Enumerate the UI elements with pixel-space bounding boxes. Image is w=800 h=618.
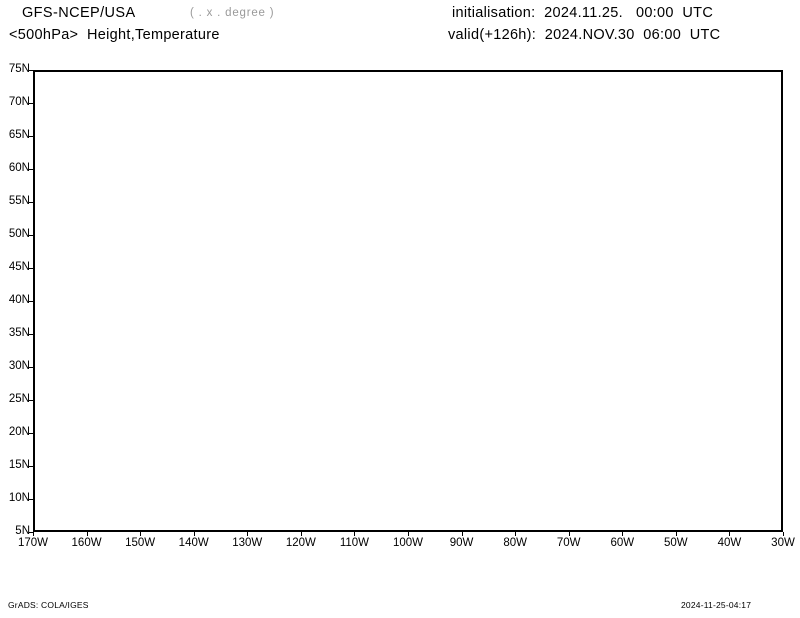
y-axis-tick-label: 25N xyxy=(8,393,30,405)
plot-frame-border xyxy=(33,70,783,532)
y-axis-tick-label: 45N xyxy=(8,261,30,273)
y-axis-tick-label: 20N xyxy=(8,426,30,438)
x-axis-tick-label: 140W xyxy=(178,537,209,549)
x-axis-tick-mark xyxy=(193,532,195,536)
x-axis-tick-mark xyxy=(729,532,731,536)
x-axis-tick-mark xyxy=(568,532,570,536)
x-axis-tick-label: 40W xyxy=(717,537,742,549)
x-axis-tick-label: 150W xyxy=(125,537,156,549)
model-name-label: GFS-NCEP/USA xyxy=(22,5,136,21)
x-axis-tick-mark xyxy=(140,532,142,536)
chart-header: GFS-NCEP/USA ( . x . degree ) <500hPa> H… xyxy=(0,0,800,56)
y-axis-tick-label: 30N xyxy=(8,360,30,372)
y-axis-tick-label: 70N xyxy=(8,96,30,108)
x-axis-tick-mark xyxy=(300,532,302,536)
x-axis-tick-mark xyxy=(515,532,517,536)
x-axis-tick-mark xyxy=(675,532,677,536)
x-axis-tick-mark xyxy=(86,532,88,536)
x-axis-tick-mark xyxy=(461,532,463,536)
y-axis-tick-label: 55N xyxy=(8,195,30,207)
x-axis-tick-label: 70W xyxy=(556,537,581,549)
y-axis-tick-label: 60N xyxy=(8,162,30,174)
y-axis-tick-label: 5N xyxy=(15,525,30,537)
x-axis-tick-label: 100W xyxy=(392,537,424,549)
x-axis-tick-label: 30W xyxy=(771,537,795,549)
generated-timestamp-label: 2024-11-25-04:17 xyxy=(681,600,752,610)
valid-time-label: valid(+126h): 2024.NOV.30 06:00 UTC xyxy=(448,27,721,43)
x-axis-tick-mark xyxy=(408,532,409,536)
y-axis-tick-label: 40N xyxy=(8,294,30,306)
level-variable-label: <500hPa> Height,Temperature xyxy=(9,27,220,43)
grid-resolution-label: ( . x . degree ) xyxy=(190,7,275,19)
x-axis-tick-label: 110W xyxy=(339,537,370,549)
y-axis-tick-label: 15N xyxy=(8,459,30,471)
y-axis-tick-mark xyxy=(29,532,33,533)
x-axis-tick-mark xyxy=(247,532,249,536)
initialisation-label: initialisation: 2024.11.25. 00:00 UTC xyxy=(452,5,714,21)
x-axis-tick-mark xyxy=(622,532,624,536)
y-axis-tick-label: 10N xyxy=(8,492,30,504)
x-axis-tick-label: 120W xyxy=(285,537,316,549)
y-axis-tick-label: 35N xyxy=(8,327,30,339)
x-axis-tick-label: 130W xyxy=(232,537,263,549)
x-axis-tick-mark xyxy=(783,532,784,536)
grads-credit-label: GrADS: COLA/IGES xyxy=(8,600,89,610)
contour-map-plot: 5365245165705245285325385165205245285285… xyxy=(32,70,783,532)
x-axis-tick-mark xyxy=(33,532,34,536)
y-axis-tick-label: 65N xyxy=(8,129,30,141)
x-axis-tick-label: 80W xyxy=(503,537,527,549)
x-axis-tick-label: 60W xyxy=(610,537,635,549)
y-axis-tick-label: 75N xyxy=(8,63,30,75)
x-axis-tick-label: 90W xyxy=(449,537,474,549)
y-axis-tick-label: 50N xyxy=(8,228,30,240)
x-axis-tick-label: 160W xyxy=(71,537,102,549)
x-axis-tick-label: 170W xyxy=(17,537,49,549)
x-axis-tick-label: 50W xyxy=(664,537,688,549)
x-axis-tick-mark xyxy=(354,532,356,536)
